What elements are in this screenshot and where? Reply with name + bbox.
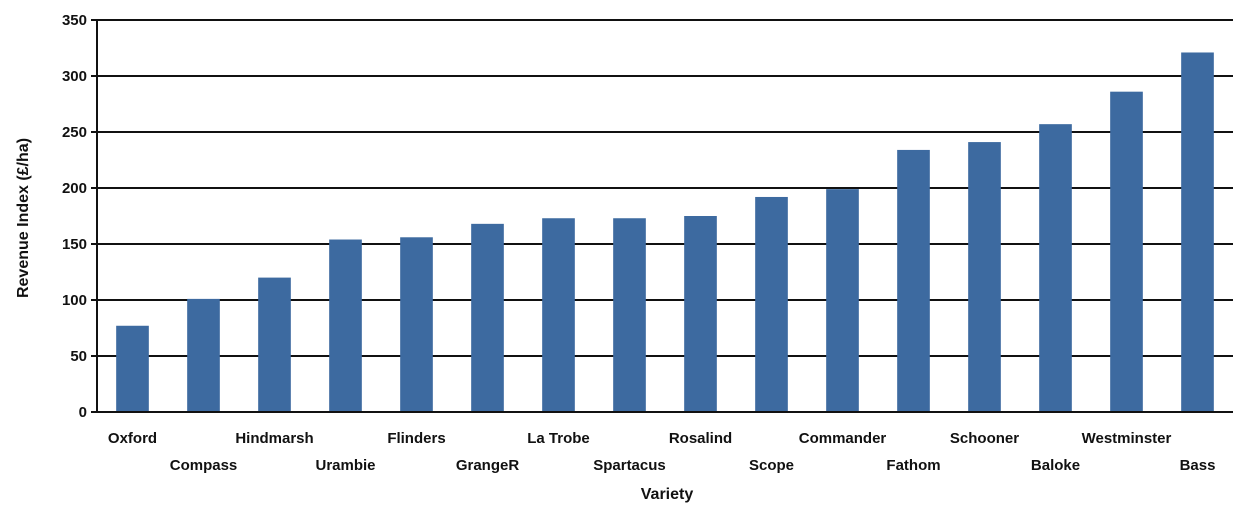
bar-compass: [187, 298, 220, 412]
bar-bass: [1181, 52, 1214, 412]
bar-schooner: [968, 142, 1001, 412]
x-tick-label: Spartacus: [593, 457, 666, 474]
bar-granger: [471, 223, 504, 412]
bar-westminster: [1110, 91, 1143, 413]
x-tick-label: Fathom: [886, 457, 940, 474]
axes: [96, 20, 1233, 413]
bars: [116, 52, 1214, 413]
x-tick-label: Bass: [1180, 457, 1216, 474]
x-tick-label: GrangeR: [456, 457, 520, 474]
y-axis-title: Revenue Index (£/ha): [15, 138, 32, 298]
y-tick-label: 250: [62, 124, 87, 141]
x-tick-label: Westminster: [1082, 430, 1172, 447]
x-tick-label: Flinders: [387, 430, 445, 447]
bar-commander: [826, 189, 859, 412]
bar-flinders: [400, 237, 433, 412]
x-tick-label: La Trobe: [527, 430, 590, 447]
x-tick-label: Schooner: [950, 430, 1019, 447]
bar-rosalind: [684, 216, 717, 412]
x-tick-label: Scope: [749, 457, 794, 474]
y-tick-label: 300: [62, 68, 87, 85]
y-tick-labels: 0 50 100 150 200 250 300 350: [62, 12, 97, 421]
x-tick-label: Oxford: [108, 430, 157, 447]
y-tick-label: 150: [62, 236, 87, 253]
bar-fathom: [897, 149, 930, 413]
bar-oxford: [116, 325, 149, 412]
x-tick-label: Hindmarsh: [235, 430, 313, 447]
y-tick-label: 350: [62, 12, 87, 29]
y-tick-label: 0: [79, 404, 87, 421]
bar-hindmarsh: [258, 277, 291, 412]
x-tick-label: Urambie: [315, 457, 375, 474]
bar-spartacus: [613, 218, 646, 412]
y-tick-label: 200: [62, 180, 87, 197]
bar-la-trobe: [542, 218, 575, 412]
bar-baloke: [1039, 124, 1072, 412]
y-tick-label: 100: [62, 292, 87, 309]
x-tick-label: Compass: [170, 457, 238, 474]
y-tick-label: 50: [70, 348, 87, 365]
x-tick-label: Baloke: [1031, 457, 1080, 474]
bar-scope: [755, 196, 788, 412]
x-tick-label: Rosalind: [669, 430, 732, 447]
x-tick-label: Commander: [799, 430, 887, 447]
x-axis-title: Variety: [641, 486, 694, 503]
bar-urambie: [329, 239, 362, 412]
